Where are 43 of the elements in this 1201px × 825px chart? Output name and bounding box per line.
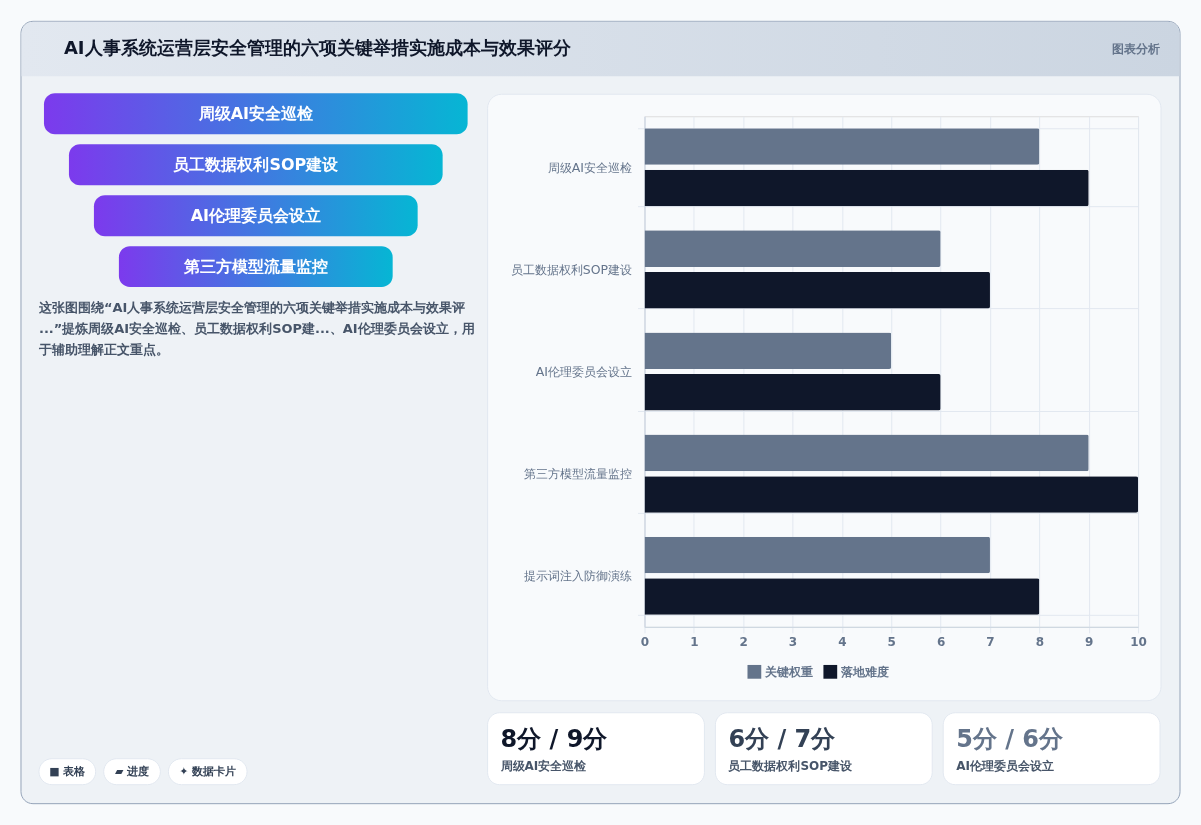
text: ✦ 数据卡片 <box>179 764 237 778</box>
x-tick-label: 6 <box>936 635 946 650</box>
x-tick-label: 5 <box>887 635 896 650</box>
category-label: 员工数据权利SOP建设 <box>173 154 340 174</box>
text: AI人事系统运营层安全管理的六项关键举措实施成本与效果评分 <box>63 37 572 59</box>
bar <box>644 578 1040 615</box>
text: 周级AI安全巡检 <box>499 758 588 773</box>
text: ▰ 进度 <box>114 764 150 778</box>
x-tick-label: 10 <box>1130 635 1147 650</box>
legend-label: 关键权重 <box>764 664 814 679</box>
bar <box>644 128 1040 165</box>
x-tick-label: 2 <box>739 635 748 650</box>
text: ■ 表格 <box>49 764 87 778</box>
category-label: AI伦理委员会设立 <box>190 205 321 225</box>
text: 图表分析 <box>1112 42 1161 57</box>
category-label: 周级AI安全巡检 <box>197 103 314 123</box>
bar <box>644 271 990 309</box>
bar <box>644 169 1089 207</box>
y-tick-label: 第三方模型流量监控 <box>523 466 632 482</box>
x-tick-label: 9 <box>1085 635 1094 650</box>
text: 6分 / 7分 <box>728 724 837 753</box>
bar <box>644 434 1089 472</box>
legend-label: 落地难度 <box>840 664 890 679</box>
y-tick-label: 员工数据权利SOP建设 <box>510 261 632 277</box>
text: 8分 / 9分 <box>500 724 609 753</box>
bar <box>644 230 941 267</box>
category-label: 第三方模型流量监控 <box>182 256 328 276</box>
bar <box>644 374 941 411</box>
text: 员工数据权利SOP建设 <box>728 758 853 773</box>
x-tick-label: 1 <box>690 635 699 650</box>
x-tick-label: 7 <box>986 635 995 650</box>
text: 5分 / 6分 <box>956 724 1064 753</box>
x-tick-label: 0 <box>640 635 650 650</box>
y-tick-label: AI伦理委员会设立 <box>535 364 632 380</box>
bar <box>644 536 990 574</box>
y-tick-label: 周级AI安全巡检 <box>547 159 632 175</box>
bar <box>644 332 892 370</box>
text: 这张图围绕“AI人事系统运营层安全管理的六项关键举措实施成本与效果评...”提炼周级AI安全巡检、员工数据权利SOP建...、AI伦理委员会设立，用于辅助理解正文重点。 <box>37 300 475 358</box>
x-tick-label: 3 <box>788 635 798 650</box>
x-tick-label: 8 <box>1035 635 1045 650</box>
text: AI伦理委员会设立 <box>956 758 1054 773</box>
y-tick-label: 提示词注入防御演练 <box>523 568 632 584</box>
x-tick-label: 4 <box>838 635 847 650</box>
